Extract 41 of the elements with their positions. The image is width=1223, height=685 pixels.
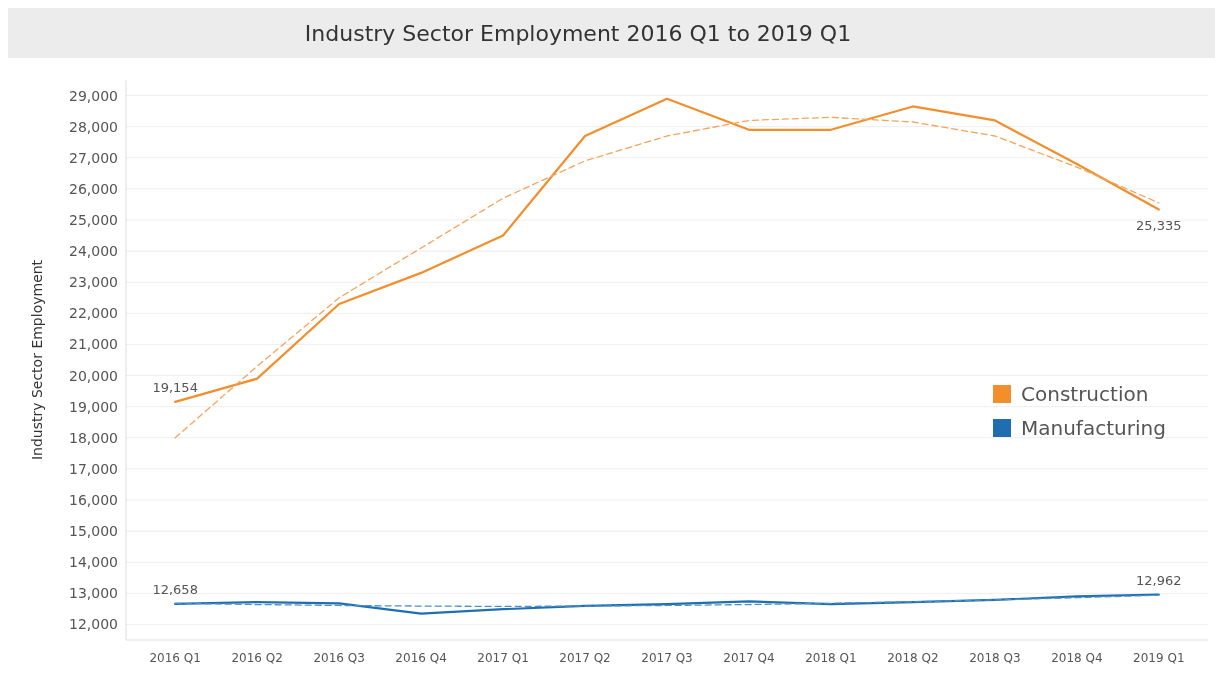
x-tick-label: 2017 Q2 <box>559 651 611 665</box>
y-tick-label: 23,000 <box>69 274 118 291</box>
x-tick-label: 2017 Q4 <box>723 651 775 665</box>
legend-label: Manufacturing <box>1021 416 1166 440</box>
data-label: 25,335 <box>1136 217 1182 233</box>
y-axis-title: Industry Sector Employment <box>29 259 45 461</box>
x-tick-label: 2016 Q3 <box>313 651 365 665</box>
x-tick-label: 2017 Q3 <box>641 651 693 665</box>
x-tick-label: 2018 Q1 <box>805 651 857 665</box>
y-tick-label: 22,000 <box>69 305 118 322</box>
y-tick-label: 18,000 <box>69 429 118 446</box>
y-tick-label: 12,000 <box>69 616 118 633</box>
legend-label: Construction <box>1021 382 1149 406</box>
y-tick-label: 17,000 <box>69 460 118 477</box>
y-tick-label: 28,000 <box>69 118 118 135</box>
x-tick-label: 2016 Q1 <box>149 651 201 665</box>
y-tick-label: 21,000 <box>69 336 118 353</box>
y-tick-label: 27,000 <box>69 149 118 166</box>
y-tick-label: 14,000 <box>69 554 118 571</box>
y-tick-label: 24,000 <box>69 243 118 260</box>
y-tick-label: 26,000 <box>69 180 118 197</box>
y-tick-label: 20,000 <box>69 367 118 384</box>
x-tick-label: 2016 Q2 <box>231 651 283 665</box>
y-tick-label: 19,000 <box>69 398 118 415</box>
x-tick-label: 2018 Q4 <box>1051 651 1103 665</box>
y-tick-label: 13,000 <box>69 585 118 602</box>
x-tick-label: 2019 Q1 <box>1133 651 1185 665</box>
x-tick-label: 2018 Q3 <box>969 651 1021 665</box>
x-tick-label: 2017 Q1 <box>477 651 529 665</box>
chart-title: Industry Sector Employment 2016 Q1 to 2019 Q1 <box>304 21 852 46</box>
data-label: 19,154 <box>152 379 198 395</box>
x-tick-label: 2018 Q2 <box>887 651 939 665</box>
y-tick-label: 16,000 <box>69 492 118 508</box>
y-tick-label: 29,000 <box>69 87 118 104</box>
data-label: 12,658 <box>152 581 198 597</box>
y-tick-label: 25,000 <box>69 212 118 228</box>
line-series <box>174 594 1160 608</box>
x-tick-label: 2016 Q4 <box>395 651 447 665</box>
data-label: 12,962 <box>1136 572 1182 588</box>
y-tick-label: 15,000 <box>69 523 118 540</box>
line-series <box>174 593 1160 615</box>
